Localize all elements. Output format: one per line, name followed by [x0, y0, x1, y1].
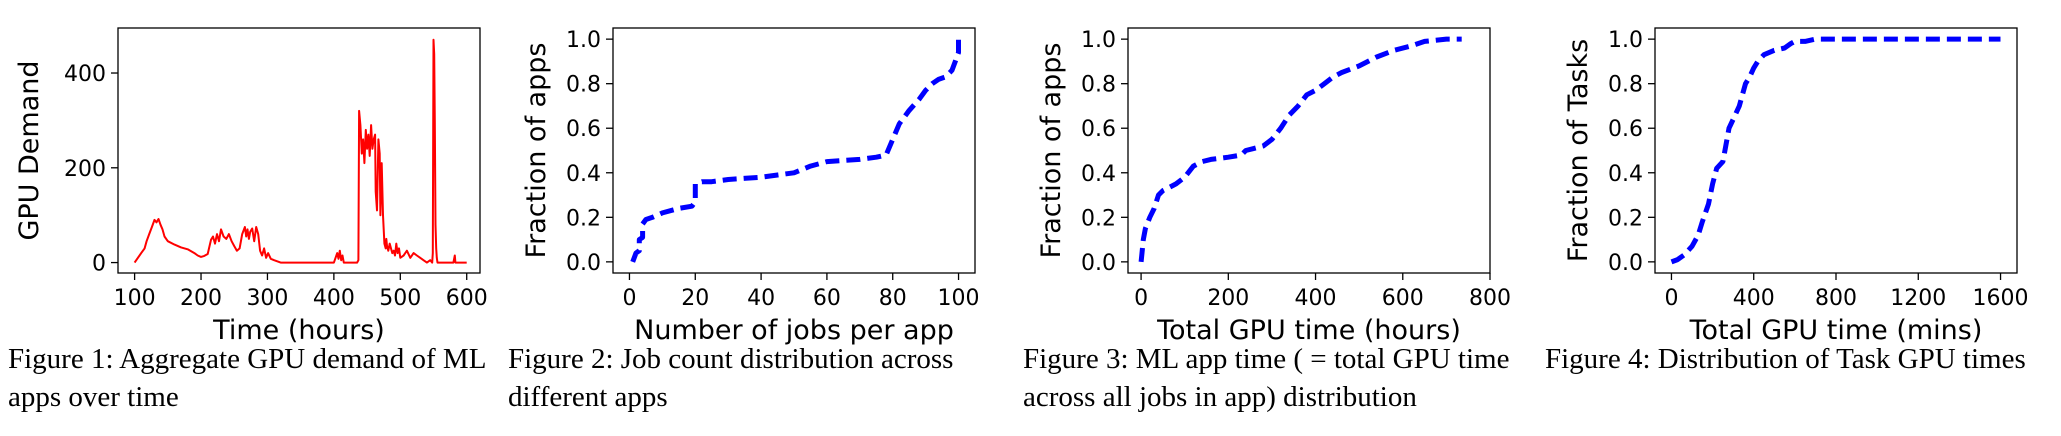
- y-tick-label: 0.6: [1608, 117, 1643, 142]
- y-tick-label: 0.8: [566, 73, 601, 98]
- x-axis-label: Number of jobs per app: [634, 315, 954, 346]
- chart-task-gpu-time-cdf: 0 400 800 1200 1600 0.0 0.2 0.4 0.6 0.8 1.0 Total G…: [1563, 27, 2029, 346]
- series-line-0: [133, 38, 467, 264]
- series-line-0: [1138, 36, 1462, 263]
- chart-panel-1: 100 200 300 400 500 600 0 200 400 Time (hours) GPU…: [0, 0, 500, 346]
- x-axis-label: Total GPU time (mins): [1689, 315, 1983, 346]
- y-tick-label: 200: [64, 157, 106, 182]
- x-tick-label: 1200: [1890, 286, 1946, 311]
- plot-frame: [1127, 27, 1491, 274]
- x-tick-label: 0: [1664, 286, 1678, 311]
- y-tick-label: 0.2: [1608, 206, 1643, 231]
- y-tick-label: 0: [92, 252, 106, 277]
- plot-frame: [1654, 27, 2018, 274]
- figure-1-caption: Figure 1: Aggregate GPU demand of ML app…: [8, 343, 486, 413]
- x-tick-label: 80: [879, 286, 907, 311]
- y-tick-label: 0.0: [566, 251, 601, 276]
- x-tick-label: 800: [1815, 286, 1857, 311]
- y-tick-label: 0.6: [566, 117, 601, 142]
- y-tick-label: 0.6: [1081, 117, 1116, 142]
- series-line-0: [630, 39, 961, 263]
- figure-2-caption: Figure 2: Job count distribution across …: [508, 343, 954, 413]
- y-tick-label: 0.4: [1081, 162, 1116, 187]
- x-tick-label: 1600: [1973, 286, 2029, 311]
- x-tick-label: 60: [813, 286, 841, 311]
- y-tick-label: 0.0: [1608, 251, 1643, 276]
- x-axis-label: Time (hours): [212, 315, 385, 346]
- x-tick-label: 20: [681, 286, 709, 311]
- y-tick-label: 0.2: [566, 206, 601, 231]
- y-axis-label: GPU Demand: [14, 60, 45, 240]
- plot-frame: [612, 27, 976, 274]
- chart-gpu-demand: 100 200 300 400 500 600 0 200 400 Time (hours) GPU…: [14, 27, 488, 346]
- chart-panel-3: 0 200 400 600 800 0.0 0.2 0.4 0.6 0.8 1.0 Total GPU…: [1020, 0, 1520, 346]
- y-tick-label: 400: [64, 62, 106, 87]
- x-tick-label: 200: [180, 286, 222, 311]
- x-tick-label: 200: [1207, 286, 1249, 311]
- x-tick-label: 100: [938, 286, 980, 311]
- x-tick-label: 600: [446, 286, 488, 311]
- x-tick-label: 100: [114, 286, 156, 311]
- chart-panel-2: 0 20 40 60 80 100 0.0 0.2 0.4 0.6 0.8 1.0 Number of …: [505, 0, 1005, 346]
- x-tick-label: 400: [313, 286, 355, 311]
- chart-panel-4: 0 400 800 1200 1600 0.0 0.2 0.4 0.6 0.8 1.0 Total G…: [1545, 0, 2055, 346]
- x-axis-label: Total GPU time (hours): [1156, 315, 1461, 346]
- chart-job-count-cdf: 0 20 40 60 80 100 0.0 0.2 0.4 0.6 0.8 1.0 Number of …: [521, 27, 980, 346]
- y-axis-label: Fraction of Tasks: [1563, 39, 1594, 262]
- series-line-0: [1670, 36, 2001, 265]
- y-axis-label: Fraction of apps: [1036, 43, 1067, 259]
- x-tick-label: 0: [1134, 286, 1148, 311]
- x-tick-label: 800: [1469, 286, 1511, 311]
- y-tick-label: 0.4: [1608, 162, 1643, 187]
- x-tick-label: 300: [246, 286, 288, 311]
- x-tick-label: 0: [622, 286, 636, 311]
- y-tick-label: 1.0: [1081, 28, 1116, 53]
- x-tick-label: 400: [1733, 286, 1775, 311]
- x-tick-label: 40: [747, 286, 775, 311]
- y-tick-label: 1.0: [1608, 28, 1643, 53]
- figure-4-caption: Figure 4: Distribution of Task GPU times: [1545, 343, 2026, 375]
- y-tick-label: 0.4: [566, 162, 601, 187]
- figure-3-caption: Figure 3: ML app time ( = total GPU time…: [1023, 343, 1510, 413]
- x-tick-label: 500: [379, 286, 421, 311]
- x-tick-label: 400: [1295, 286, 1337, 311]
- x-tick-label: 600: [1382, 286, 1424, 311]
- y-axis-label: Fraction of apps: [521, 43, 552, 259]
- y-tick-label: 0.2: [1081, 206, 1116, 231]
- y-tick-label: 0.8: [1081, 73, 1116, 98]
- y-tick-label: 0.8: [1608, 73, 1643, 98]
- y-tick-label: 0.0: [1081, 251, 1116, 276]
- y-tick-label: 1.0: [566, 28, 601, 53]
- plot-frame: [117, 27, 481, 274]
- chart-app-time-cdf: 0 200 400 600 800 0.0 0.2 0.4 0.6 0.8 1.0 Total GPU…: [1036, 27, 1511, 346]
